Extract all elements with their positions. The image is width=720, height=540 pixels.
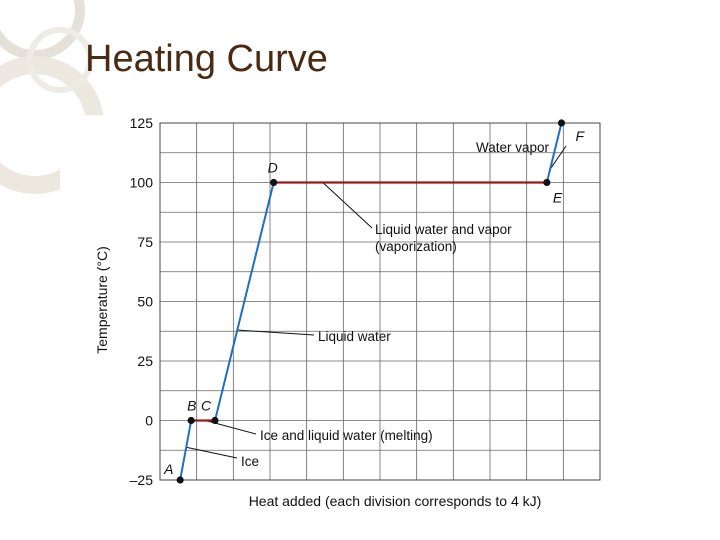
leader-water-vapor [549, 145, 567, 170]
y-tick-label: 25 [137, 353, 153, 369]
y-axis-label: Temperature (°C) [94, 246, 110, 354]
point-label-b: B [187, 398, 196, 414]
annotation-leaders [186, 145, 567, 459]
x-axis-label: Heat added (each division corresponds to… [249, 493, 542, 509]
plot-frame [159, 122, 601, 481]
point-labels: A B C D E F [163, 128, 585, 477]
curve-segments [179, 122, 563, 481]
annotation-ice: Ice [241, 454, 259, 469]
chart-grid [160, 123, 600, 480]
ring-small-left [27, 27, 93, 93]
point-d [270, 178, 278, 187]
leader-liquid-water [237, 329, 315, 336]
y-tick-label: 125 [130, 115, 154, 131]
y-tick-label: 75 [137, 234, 153, 250]
ring-top-left [0, 0, 85, 60]
point-b [187, 416, 195, 425]
y-tick-label: –25 [130, 472, 154, 488]
annotation-water-vapor: Water vapor [476, 140, 550, 155]
annotation-vaporization-line1: Liquid water and vapor [375, 222, 512, 237]
segment-ef [545, 122, 563, 183]
annotation-vaporization-line2: (vaporization) [375, 239, 457, 254]
annotation-melting: Ice and liquid water (melting) [260, 428, 433, 443]
curve-points [176, 119, 566, 484]
leader-ice [186, 446, 238, 459]
segment-ab [179, 420, 193, 481]
annotation-liquid-water: Liquid water [318, 329, 391, 344]
point-label-a: A [163, 461, 173, 477]
y-tick-label: 50 [137, 294, 153, 310]
point-label-c: C [201, 398, 212, 414]
point-c [211, 416, 219, 425]
segment-cd [214, 182, 275, 421]
slide-title: Heating Curve [85, 38, 328, 80]
chart-panel [60, 115, 630, 513]
point-e [543, 178, 551, 187]
point-a [176, 476, 184, 484]
leader-vaporization [322, 182, 373, 229]
y-tick-label: 100 [130, 175, 154, 191]
y-tick-label: 0 [145, 413, 153, 429]
point-label-f: F [576, 128, 586, 144]
point-label-d: D [268, 160, 278, 176]
point-f [557, 119, 566, 127]
point-label-e: E [553, 190, 563, 206]
y-tick-labels: –25 0 25 50 75 100 125 [130, 115, 154, 488]
